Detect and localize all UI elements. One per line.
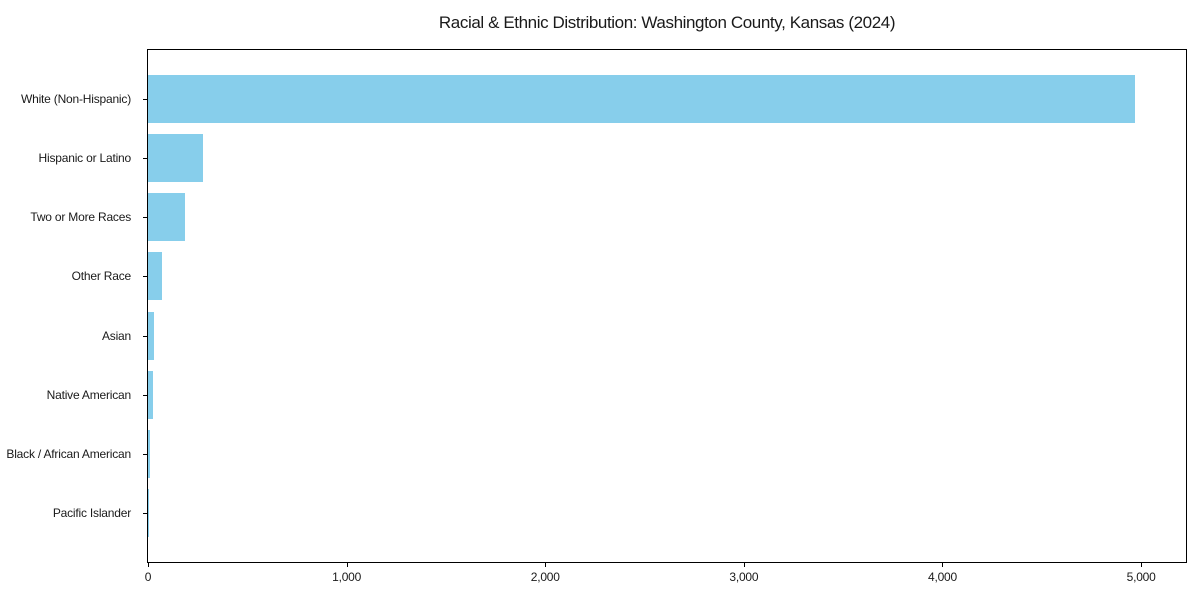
x-tick-mark <box>148 563 149 567</box>
x-tick-mark <box>942 563 944 567</box>
y-tick-label: White (Non-Hispanic) <box>20 91 131 106</box>
y-tick-mark <box>143 335 147 337</box>
bar-other-race <box>148 252 162 301</box>
bar-black-african-american <box>148 430 150 479</box>
y-tick-label: Black / African American <box>6 447 131 462</box>
y-tick-label: Two or More Races <box>30 210 131 225</box>
x-tick-mark <box>545 563 547 567</box>
y-tick-mark <box>143 394 147 396</box>
y-tick-label: Asian <box>101 328 131 343</box>
bar-native-american <box>148 370 153 419</box>
x-tick-label: 1,000 <box>332 570 362 584</box>
y-tick-label: Native American <box>46 387 132 402</box>
x-tick-mark <box>1141 563 1143 567</box>
y-tick-mark <box>143 217 147 219</box>
y-tick-mark <box>143 454 147 456</box>
bar-white-non-hispanic <box>148 74 1136 123</box>
x-tick-label: 4,000 <box>927 570 957 584</box>
bar-two-or-more-races <box>148 193 185 242</box>
bar-hispanic-or-latino <box>148 133 203 182</box>
x-axis: 0 1,000 2,000 3,000 4,000 5,000 <box>144 563 1187 593</box>
chart-title: Racial & Ethnic Distribution: Washington… <box>438 13 896 32</box>
x-tick-label: 3,000 <box>729 570 759 584</box>
y-axis-labels: White (Non-Hispanic) Hispanic or Latino Tw… <box>0 49 139 563</box>
y-tick-label: Hispanic or Latino <box>38 150 132 165</box>
x-tick-label: 5,000 <box>1126 570 1156 584</box>
y-tick-mark <box>143 157 147 159</box>
x-tick-label: 2,000 <box>530 570 560 584</box>
y-tick-label: Other Race <box>71 269 132 284</box>
y-tick-mark <box>143 276 147 278</box>
x-tick-mark <box>346 563 348 567</box>
bar-asian <box>148 311 154 360</box>
x-tick-mark <box>743 563 745 567</box>
plot-area <box>147 49 1187 563</box>
y-tick-label: Pacific Islander <box>52 506 131 521</box>
x-tick-label: 0 <box>144 570 152 584</box>
y-tick-mark <box>143 513 147 515</box>
y-tick-mark <box>143 98 147 100</box>
